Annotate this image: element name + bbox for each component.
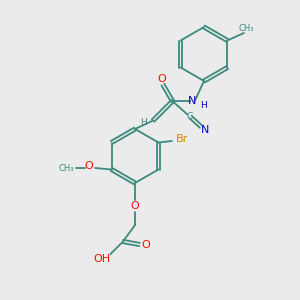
Text: OH: OH	[93, 254, 111, 265]
Text: H: H	[140, 118, 147, 127]
Text: Br: Br	[176, 134, 188, 145]
Text: N: N	[188, 96, 196, 106]
Text: CH₃: CH₃	[58, 164, 74, 172]
Text: C: C	[187, 112, 193, 121]
Text: O: O	[141, 239, 150, 250]
Text: O: O	[130, 201, 140, 211]
Text: O: O	[84, 160, 93, 171]
Text: N: N	[200, 125, 209, 135]
Text: O: O	[157, 74, 166, 84]
Text: H: H	[200, 101, 207, 110]
Text: CH₃: CH₃	[238, 24, 254, 33]
